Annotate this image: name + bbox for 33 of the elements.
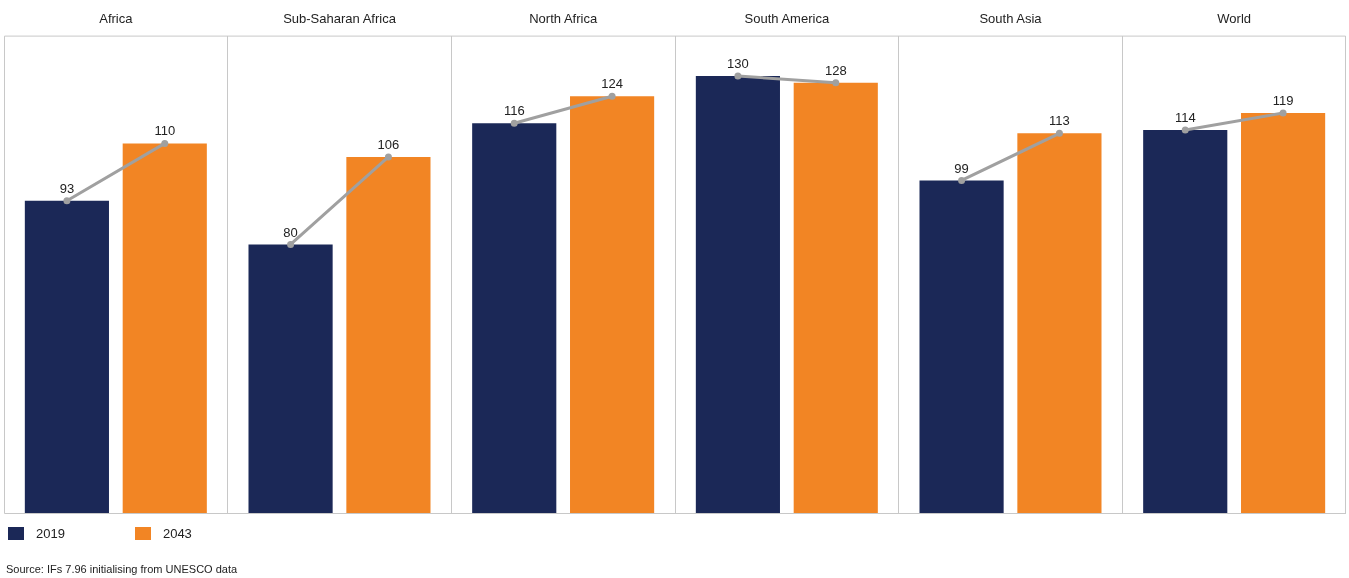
bar [24, 200, 109, 514]
bar [793, 82, 878, 514]
data-label: 124 [601, 76, 623, 92]
bar [122, 143, 207, 514]
x-tick-label: South Asia [979, 11, 1043, 27]
x-tick-label: South America [744, 11, 830, 27]
bar [695, 76, 780, 514]
bar [346, 156, 431, 514]
legend-label: 2019 [36, 526, 65, 541]
data-label: 113 [1049, 113, 1070, 129]
source-note: Source: IFs 7.96 initialising from UNESCO data [6, 563, 238, 575]
bar [1241, 113, 1326, 514]
bar [919, 180, 1004, 514]
x-tick-label: World [1217, 11, 1252, 27]
data-label: 119 [1272, 93, 1294, 109]
data-label: 99 [954, 160, 969, 176]
data-label: 110 [154, 123, 176, 139]
data-label: 116 [503, 103, 525, 119]
bar [472, 123, 557, 514]
legend-label: 2043 [162, 526, 192, 541]
data-label: 106 [377, 136, 400, 152]
x-tick-label: North Africa [529, 11, 598, 27]
data-label: 114 [1174, 110, 1196, 126]
data-label: 128 [824, 62, 847, 78]
bar [248, 244, 333, 514]
data-label: 80 [283, 224, 298, 240]
bar [570, 96, 655, 514]
data-label: 93 [59, 180, 75, 196]
bar [1143, 129, 1228, 514]
x-tick-label: Sub-Saharan Africa [283, 11, 397, 27]
bar [1017, 133, 1102, 514]
x-tick-label: Africa [99, 11, 134, 27]
data-label: 130 [727, 56, 749, 72]
